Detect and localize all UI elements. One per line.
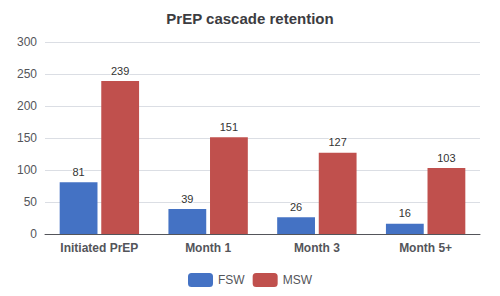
svg-text:103: 103 xyxy=(437,152,455,164)
svg-text:81: 81 xyxy=(72,166,84,178)
svg-text:Initiated PrEP: Initiated PrEP xyxy=(60,241,138,255)
svg-text:300: 300 xyxy=(17,35,37,49)
svg-text:150: 150 xyxy=(17,131,37,145)
svg-text:Month 1: Month 1 xyxy=(185,241,231,255)
svg-text:16: 16 xyxy=(399,207,411,219)
svg-text:50: 50 xyxy=(24,195,38,209)
svg-text:0: 0 xyxy=(30,227,37,241)
svg-text:Month 5+: Month 5+ xyxy=(399,241,452,255)
svg-text:PrEP cascade retention: PrEP cascade retention xyxy=(166,10,333,27)
svg-text:200: 200 xyxy=(17,99,37,113)
svg-text:127: 127 xyxy=(328,136,346,148)
svg-text:250: 250 xyxy=(17,67,37,81)
svg-text:MSW: MSW xyxy=(283,273,313,287)
svg-text:39: 39 xyxy=(181,193,193,205)
svg-text:Month 3: Month 3 xyxy=(294,241,340,255)
svg-text:FSW: FSW xyxy=(218,273,245,287)
svg-text:239: 239 xyxy=(111,65,129,77)
svg-text:151: 151 xyxy=(220,121,238,133)
svg-text:100: 100 xyxy=(17,163,37,177)
svg-text:26: 26 xyxy=(290,201,302,213)
